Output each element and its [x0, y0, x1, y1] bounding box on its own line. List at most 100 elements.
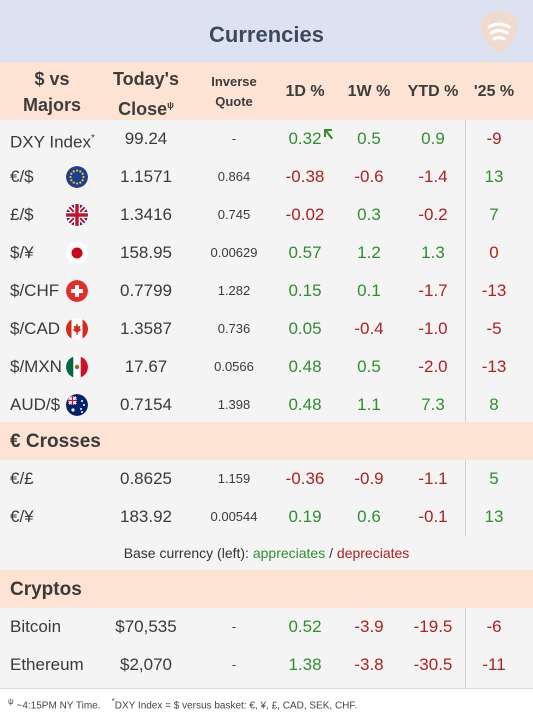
row-ytd-change: -30.5 [400, 646, 466, 684]
cryptos-section-label: Cryptos [10, 579, 82, 600]
row-ytd-change: -19.5 [400, 608, 466, 646]
row-close: 0.8625 [104, 460, 188, 498]
row-inverse-quote-text: 0.736 [217, 321, 251, 336]
mexico-flag-icon [66, 356, 88, 378]
row-close-text: $70,535 [115, 617, 177, 636]
row-inverse-quote: - [198, 646, 270, 684]
row-inverse-quote-text: 0.00629 [210, 245, 258, 260]
crosses-table: €/£ 0.8625 1.159 -0.36 -0.9 -1.1 5 €/¥ 183.92 0.0… [0, 460, 533, 536]
row-close-text: 0.7154 [120, 395, 172, 414]
row-ytd-change-text: -30.5 [413, 655, 453, 674]
row-close-text: 1.1571 [120, 167, 172, 186]
row-1w-change: 1.1 [340, 386, 398, 424]
currency-row: $/MXN 17.67 0.0566 0.48 0.5 -2.0 -13 [0, 348, 533, 386]
row-close-text: $2,070 [120, 655, 172, 674]
row-1w-change-text: 0.5 [357, 357, 381, 376]
row-ytd-change: -2.0 [400, 348, 466, 386]
row-name-text: $/CHF [10, 281, 60, 300]
row-1d-change-text: 0.52 [288, 617, 322, 636]
currency-row: AUD/$ 0.7154 1.398 0.48 1.1 7.3 8 [0, 386, 533, 424]
row-2025-change: 13 [466, 498, 522, 536]
legend-appreciates: appreciates [252, 545, 326, 561]
header-close: Today's Closeψ [113, 69, 179, 119]
row-inverse-quote: - [198, 608, 270, 646]
row-1d-change: 0.19 [270, 498, 340, 536]
row-close: 17.67 [104, 348, 188, 386]
row-1w-change-text: 1.1 [357, 395, 381, 414]
row-2025-change-text: -13 [481, 281, 507, 300]
row-inverse-quote-text: 0.0566 [214, 359, 254, 374]
row-1d-change-text: 0.57 [288, 243, 322, 262]
row-2025-change-text: -9 [486, 129, 502, 148]
row-name: $/MXN [10, 348, 120, 386]
row-name: £/$ [10, 196, 120, 234]
currency-row: €/$ 1.1571 0.864 -0.38 -0.6 -1.4 13 [0, 158, 533, 196]
row-name-text: €/¥ [10, 507, 34, 526]
row-2025-change: -5 [466, 310, 522, 348]
header-2025: '25 % [473, 83, 515, 100]
column-divider [465, 460, 466, 536]
row-name: Bitcoin [10, 608, 120, 646]
row-name-text: €/$ [10, 167, 34, 186]
row-ytd-change-text: -1.0 [418, 319, 448, 338]
row-1w-change-text: 0.6 [357, 507, 381, 526]
row-2025-change-text: -11 [482, 655, 506, 674]
asterisk-mark: * [90, 133, 95, 144]
row-inverse-quote: 1.282 [198, 272, 270, 310]
row-ytd-change-text: -2.0 [418, 357, 448, 376]
row-1w-change-text: 0.3 [357, 205, 381, 224]
row-close-text: 0.7799 [120, 281, 172, 300]
row-2025-change-text: 13 [484, 507, 504, 526]
row-1d-change: 0.57 [270, 234, 340, 272]
row-1d-change-text: 0.48 [288, 357, 322, 376]
row-ytd-change-text: -1.4 [418, 167, 448, 186]
row-2025-change-text: 13 [484, 167, 504, 186]
currency-row: $/¥ 158.95 0.00629 0.57 1.2 1.3 0 [0, 234, 533, 272]
guitar-pick-logo-icon [480, 11, 518, 54]
row-close-text: 99.24 [124, 129, 168, 148]
row-1w-change-text: 0.1 [357, 281, 381, 300]
row-close: 1.3416 [104, 196, 188, 234]
row-1d-change: -0.36 [270, 460, 340, 498]
column-header-row: $ vs Majors Today's Closeψ Inverse Quote… [0, 62, 533, 120]
row-1w-change: -0.4 [340, 310, 398, 348]
cross-row: €/£ 0.8625 1.159 -0.36 -0.9 -1.1 5 [0, 460, 533, 498]
row-1w-change-text: -0.9 [354, 469, 384, 488]
row-ytd-change: -1.7 [400, 272, 466, 310]
row-name: AUD/$ [10, 386, 120, 424]
row-2025-change-text: -5 [486, 319, 502, 338]
row-2025-change: -11 [466, 646, 522, 684]
row-1d-change-text: -0.02 [285, 205, 325, 224]
row-inverse-quote-text: 1.282 [217, 283, 251, 298]
row-1d-change-text: 0.05 [288, 319, 322, 338]
row-1w-change: -3.8 [340, 646, 398, 684]
row-inverse-quote-text: 1.159 [217, 471, 251, 486]
row-ytd-change: -1.4 [400, 158, 466, 196]
row-name-text: Ethereum [10, 655, 84, 674]
row-2025-change: -9 [466, 120, 522, 158]
row-1w-change-text: -3.8 [354, 655, 384, 674]
row-1w-change: -3.9 [340, 608, 398, 646]
row-ytd-change-text: 1.3 [421, 243, 445, 262]
row-name-text: £/$ [10, 205, 34, 224]
row-name: DXY Index* [10, 120, 120, 158]
japan-flag-icon [66, 242, 88, 264]
row-2025-change-text: -13 [481, 357, 507, 376]
row-ytd-change: -0.2 [400, 196, 466, 234]
row-close: 1.3587 [104, 310, 188, 348]
row-1d-change: -0.02 [270, 196, 340, 234]
row-close: 1.1571 [104, 158, 188, 196]
legend-prefix: Base currency (left): [123, 545, 249, 561]
row-1w-change: 0.6 [340, 498, 398, 536]
row-ytd-change: -1.0 [400, 310, 466, 348]
row-ytd-change-text: -19.5 [413, 617, 453, 636]
row-1d-change: 0.48 [270, 386, 340, 424]
row-inverse-quote: 0.864 [198, 158, 270, 196]
currency-row: DXY Index* 99.24-0.32 0.5 0.9 -9 [0, 120, 533, 158]
row-2025-change-text: 5 [489, 469, 499, 488]
row-1w-change-text: -0.6 [354, 167, 384, 186]
row-2025-change: -13 [466, 348, 522, 386]
footnote-time: ~4:15PM NY Time. [13, 700, 101, 712]
row-1d-change: 0.32 [270, 120, 340, 158]
row-2025-change: 8 [466, 386, 522, 424]
